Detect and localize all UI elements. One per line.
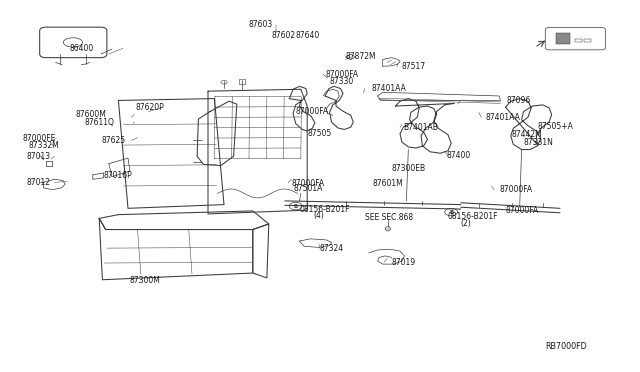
Text: 87517: 87517 <box>401 62 426 71</box>
Text: 08156-B201F: 08156-B201F <box>300 205 350 214</box>
Text: 87000FA: 87000FA <box>325 70 358 79</box>
Text: 87442M: 87442M <box>512 130 543 139</box>
Text: 87501A: 87501A <box>293 185 323 193</box>
Text: B: B <box>294 203 298 209</box>
Text: 87019: 87019 <box>392 258 416 267</box>
Text: 87330: 87330 <box>330 77 354 86</box>
Bar <box>584 39 591 42</box>
Text: 87620P: 87620P <box>136 103 164 112</box>
Text: 87013: 87013 <box>27 152 51 161</box>
Text: SEE SEC.868: SEE SEC.868 <box>365 213 413 222</box>
Text: 87640: 87640 <box>296 31 320 40</box>
Text: 87505+A: 87505+A <box>538 122 573 131</box>
Text: (4): (4) <box>314 211 324 220</box>
Text: 87000FE: 87000FE <box>22 134 56 143</box>
Text: 87611Q: 87611Q <box>84 118 115 126</box>
Text: 87603: 87603 <box>248 20 273 29</box>
Bar <box>575 39 582 42</box>
Text: 87625: 87625 <box>101 136 125 145</box>
Text: 87401AA: 87401AA <box>485 113 520 122</box>
Bar <box>239 79 245 84</box>
Text: 87000FA: 87000FA <box>506 206 539 215</box>
Text: 86400: 86400 <box>69 44 93 53</box>
Text: 87602: 87602 <box>271 31 296 40</box>
Text: 87300EB: 87300EB <box>392 164 426 173</box>
Text: 87000FA: 87000FA <box>291 179 324 187</box>
Text: 08156-B201F: 08156-B201F <box>448 212 499 221</box>
Text: RB7000FD: RB7000FD <box>545 342 587 351</box>
Text: 87324: 87324 <box>320 244 344 253</box>
Text: 87012: 87012 <box>27 178 51 187</box>
Text: 87000FA: 87000FA <box>499 185 532 194</box>
Text: 87872M: 87872M <box>346 52 376 61</box>
Text: B7401AB: B7401AB <box>403 123 438 132</box>
Text: 87000FA: 87000FA <box>296 107 329 116</box>
Bar <box>556 33 570 44</box>
Text: 87016P: 87016P <box>104 171 132 180</box>
Text: 87096: 87096 <box>507 96 531 105</box>
Text: 87400: 87400 <box>447 151 471 160</box>
Text: (2): (2) <box>461 219 472 228</box>
Text: 87601M: 87601M <box>372 179 403 187</box>
Text: 87401AA: 87401AA <box>371 84 406 93</box>
Text: 87331N: 87331N <box>524 138 554 147</box>
Text: 87505: 87505 <box>307 129 332 138</box>
Text: 87332M: 87332M <box>29 141 60 150</box>
Text: 87300M: 87300M <box>129 276 160 285</box>
Text: B: B <box>449 209 453 215</box>
Text: 87600M: 87600M <box>76 110 106 119</box>
